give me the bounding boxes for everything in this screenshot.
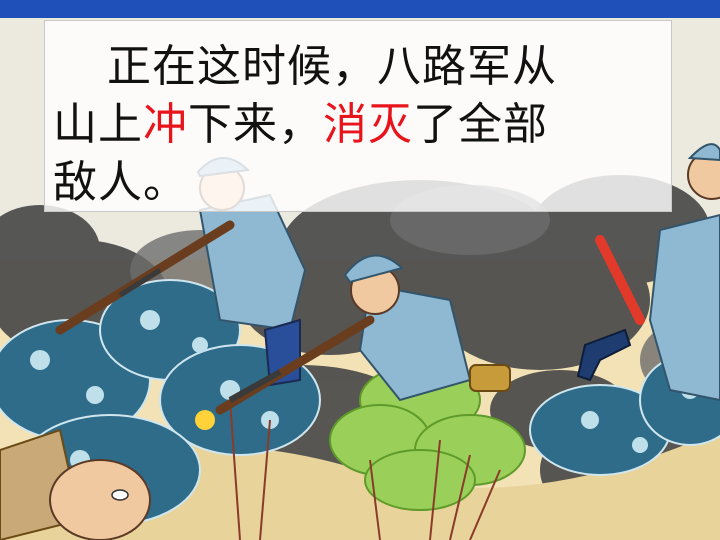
text-segment: 山上 [53,99,143,150]
fallen-enemy [0,428,151,540]
twigs [229,399,501,540]
text-line-3: 敌人。 [53,157,188,208]
text-line-1: 正在这时候，八路军从 [107,41,557,92]
text-panel: 正在这时候，八路军从 山上冲下来，消灭了全部 敌人。 [44,20,672,212]
highlight-word-chong: 冲 [143,99,188,150]
soldier-right [576,143,720,402]
text-segment: 下来， [188,99,323,150]
soldier-center [195,254,511,430]
text-line-2: 山上冲下来，消灭了全部 [53,99,548,151]
top-strip [0,0,720,18]
highlight-word-xiaomie: 消灭 [323,99,413,150]
text-segment: 了全部 [413,99,548,150]
